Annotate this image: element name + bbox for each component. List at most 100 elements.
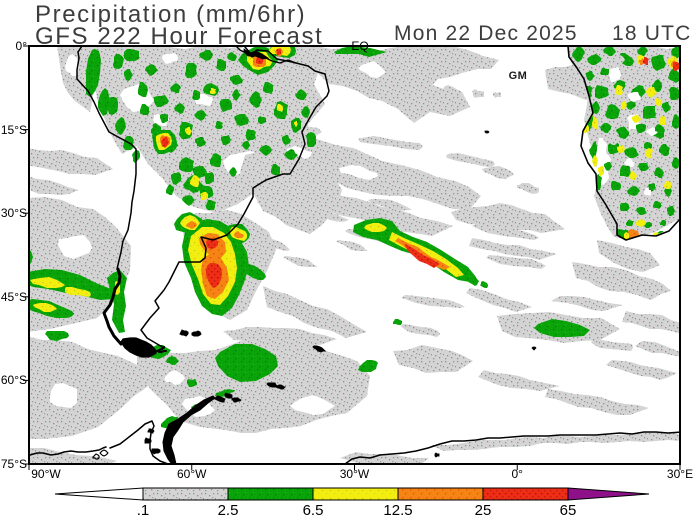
- colorbar-segment-3: [397, 487, 484, 501]
- precip-trace-layer-shape: [29, 148, 113, 175]
- precip-trace-layer-shape: [551, 296, 623, 311]
- precip-light-layer-shape: [653, 201, 661, 209]
- precip-light-layer-shape: [467, 276, 479, 286]
- precip-trace-layer-shape: [57, 46, 94, 112]
- precip-trace-layer-shape: [646, 95, 657, 106]
- precip-light-layer-shape: [86, 49, 101, 97]
- precip-light-layer-shape: [215, 121, 223, 129]
- precip-trace-layer-shape: [401, 324, 440, 337]
- precip-light-layer-shape: [140, 104, 149, 115]
- colorbar-label-5: 65: [560, 502, 577, 519]
- colorbar-segment-4: [482, 487, 569, 501]
- precip-moderate-layer-shape: [277, 104, 283, 112]
- lon-label-3: 0°: [512, 467, 524, 481]
- precip-trace-layer-shape: [340, 452, 429, 464]
- precip-trace-layer-shape: [608, 130, 619, 145]
- precip-moderate-layer-shape: [646, 87, 657, 98]
- precip-moderate-layer-shape: [592, 117, 598, 129]
- precip-light-layer-shape: [171, 172, 181, 185]
- precip-light-layer-shape: [154, 95, 169, 107]
- greenwich-meridian-label: GM: [509, 70, 528, 82]
- precip-light-layer-shape: [295, 89, 307, 100]
- lat-label-4: 60°S: [1, 373, 27, 387]
- precip-moderate-layer-shape: [645, 148, 653, 158]
- lon-label-1: 60°W: [177, 467, 207, 481]
- precip-moderate-layer-shape: [200, 192, 208, 200]
- precip-light-layer-shape: [600, 68, 609, 75]
- precip-light-layer-shape: [187, 379, 197, 387]
- precip-light-layer-shape: [604, 162, 612, 171]
- precip-light-layer-shape: [195, 137, 206, 147]
- precip-light-layer-shape: [637, 238, 652, 240]
- clear-patch-layer-shape: [358, 61, 386, 78]
- precip-trace-layer-shape: [472, 224, 539, 240]
- precip-light-layer-shape: [644, 222, 652, 228]
- precip-light-layer-shape: [174, 103, 185, 114]
- axis-ticks: [23, 45, 681, 470]
- valid-date: Mon 22 Dec 2025: [394, 22, 578, 45]
- precip-moderate-layer-shape: [592, 155, 598, 167]
- precip-trace-layer-shape: [572, 262, 671, 300]
- precip-trace-layer-shape: [478, 370, 560, 391]
- precip-light-layer-shape: [595, 85, 609, 99]
- precip-light-layer-shape: [246, 129, 256, 141]
- precip-light-layer-shape: [145, 64, 158, 76]
- precip-trace-layer-shape: [223, 327, 337, 345]
- precip-light-layer-shape: [166, 356, 179, 365]
- precip-light-layer-shape: [242, 141, 250, 150]
- precip-light-layer-shape: [115, 117, 126, 135]
- precip-light-layer-shape: [29, 269, 114, 300]
- clear-patch-layer-shape: [644, 188, 651, 196]
- precip-light-layer-shape: [179, 157, 194, 172]
- precip-light-layer-shape: [138, 82, 148, 97]
- precip-light-layer-shape: [669, 87, 679, 100]
- precip-light-layer-shape: [627, 186, 640, 196]
- precip-heavy-layer-shape: [628, 229, 641, 240]
- precip-moderate-layer-shape: [617, 145, 625, 153]
- precip-light-layer-shape: [668, 69, 680, 83]
- clear-patch-layer-shape: [162, 53, 178, 64]
- precip-trace-layer-shape: [486, 255, 546, 269]
- precip-light-layer-shape: [636, 207, 647, 215]
- precip-moderate-layer-shape: [655, 98, 661, 106]
- precip-trace-layer-shape: [638, 70, 651, 78]
- colorbar-label-4: 25: [475, 502, 492, 519]
- clear-patch-layer-shape: [646, 127, 658, 136]
- precip-light-layer-shape: [194, 110, 207, 121]
- precip-light-layer-shape: [271, 164, 280, 175]
- precip-light-layer-shape: [638, 163, 649, 171]
- precip-light-layer-shape: [358, 360, 378, 372]
- precip-light-layer-shape: [192, 90, 200, 100]
- precip-moderate-layer-shape: [65, 287, 91, 297]
- precip-light-layer-shape: [199, 50, 213, 61]
- precip-light-layer-shape: [624, 147, 639, 158]
- precip-trace-layer-shape: [431, 432, 680, 451]
- precip-trace-layer-shape: [401, 295, 465, 308]
- precip-intense-layer-shape: [206, 263, 222, 288]
- precip-light-layer-shape: [166, 184, 174, 195]
- clear-patch-layer-shape: [339, 165, 378, 180]
- precip-light-layer-shape: [626, 220, 634, 226]
- precip-moderate-layer-shape: [190, 175, 199, 187]
- precip-light-layer-shape: [653, 124, 665, 139]
- clear-patch-layer-shape: [287, 146, 312, 159]
- precip-light-layer-shape: [605, 104, 620, 119]
- clear-patch-layer-shape: [290, 395, 335, 415]
- precip-light-layer-shape: [124, 69, 133, 81]
- precip-light-layer-shape: [160, 114, 168, 123]
- lon-label-0: 90°W: [31, 467, 61, 481]
- precip-light-layer-shape: [243, 264, 266, 280]
- precip-light-layer-shape: [672, 114, 680, 129]
- precip-moderate-layer-shape: [33, 303, 57, 312]
- colorbar-segment-1: [227, 487, 314, 501]
- lon-label-4: 30°E: [667, 467, 693, 481]
- colorbar-label-3: 12.5: [383, 502, 412, 519]
- precip-light-layer-shape: [672, 157, 680, 169]
- precip-moderate-layer-shape: [635, 219, 646, 227]
- lat-label-5: 75°S: [1, 457, 27, 471]
- precip-light-layer-shape: [662, 246, 674, 257]
- precip-trace-layer-shape: [263, 286, 367, 338]
- precip-light-layer-shape: [284, 149, 298, 160]
- precip-light-layer-shape: [108, 97, 118, 115]
